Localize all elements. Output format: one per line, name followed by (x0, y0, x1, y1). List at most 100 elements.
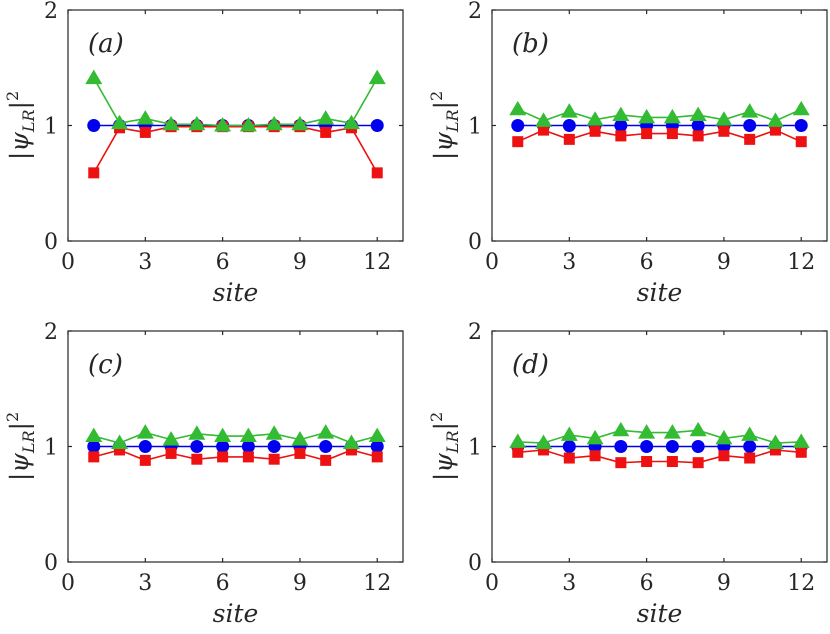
data-point-blue (614, 440, 628, 453)
x-tick-label: 9 (293, 250, 307, 275)
data-point-red (769, 444, 781, 456)
y-axis-label: |ψLR|2 (3, 91, 38, 160)
x-tick-label: 12 (787, 250, 815, 275)
series-green (509, 100, 810, 127)
data-point-red (512, 136, 524, 148)
panel-label: (b) (512, 29, 549, 59)
data-point-red (692, 457, 704, 469)
data-point-red (718, 125, 730, 137)
data-point-blue (691, 119, 705, 132)
y-tick-label: 1 (44, 436, 58, 461)
x-tick-label: 9 (293, 571, 307, 596)
x-tick-label: 9 (717, 571, 731, 596)
data-point-green (560, 426, 578, 441)
data-point-green (535, 112, 553, 127)
y-label-subscript: LR (443, 430, 462, 454)
data-point-green (162, 115, 180, 131)
data-point-green (766, 112, 784, 127)
data-point-blue (640, 440, 654, 453)
series-red (512, 124, 807, 148)
y-tick-label: 2 (44, 320, 58, 345)
data-point-red (320, 126, 332, 138)
y-tick-label: 2 (44, 0, 58, 24)
data-point-green (586, 429, 604, 445)
data-point-green (715, 429, 733, 445)
data-point-blue (691, 440, 705, 453)
y-tick-label: 0 (44, 551, 58, 576)
y-tick-label: 0 (468, 230, 482, 255)
data-point-red (744, 133, 756, 145)
data-point-blue (614, 119, 628, 132)
panel-label: (d) (512, 350, 549, 380)
data-point-green (188, 425, 206, 440)
data-point-blue (190, 440, 204, 453)
y-label-bar-close: | (429, 101, 459, 109)
x-tick-label: 6 (216, 250, 230, 275)
y-label-bar-close: | (5, 101, 35, 109)
data-point-red (666, 128, 678, 140)
data-point-green (162, 431, 180, 446)
data-point-red (345, 444, 357, 456)
data-point-blue (267, 440, 281, 453)
data-point-red (641, 128, 653, 140)
data-point-green (612, 421, 630, 437)
x-axis-label: site (213, 599, 259, 628)
x-tick-label: 0 (485, 250, 499, 275)
data-point-blue (241, 440, 255, 453)
y-label-bar-open: | (5, 152, 35, 160)
y-tick-label: 2 (468, 0, 482, 24)
data-point-red (139, 454, 151, 466)
data-point-blue (794, 119, 808, 132)
x-axis-label: site (637, 278, 683, 307)
data-point-green (85, 69, 103, 85)
data-point-red (294, 447, 306, 459)
data-point-red (795, 136, 807, 148)
x-axis-label: site (637, 599, 683, 628)
y-tick-label: 1 (468, 115, 482, 140)
series-line-red (93, 449, 378, 462)
x-tick-label: 12 (363, 571, 391, 596)
data-point-green (663, 108, 681, 124)
x-tick-label: 12 (363, 250, 391, 275)
data-point-red (512, 446, 524, 458)
x-tick-label: 3 (562, 571, 576, 596)
data-point-red (114, 444, 126, 456)
x-tick-label: 0 (61, 571, 75, 596)
data-point-green (368, 69, 386, 85)
data-point-green (291, 115, 309, 131)
series-line-green (93, 431, 378, 444)
data-point-blue (138, 440, 152, 453)
series-line-green (93, 77, 378, 127)
data-point-blue (743, 119, 757, 132)
data-point-green (291, 431, 309, 446)
data-point-blue (665, 440, 679, 453)
data-point-red (320, 454, 332, 466)
data-point-red (589, 450, 601, 462)
x-tick-label: 6 (640, 571, 654, 596)
y-label-psi: ψ (5, 132, 34, 152)
data-point-red (563, 452, 575, 464)
data-point-green (612, 106, 630, 122)
data-point-green (214, 427, 232, 443)
data-point-green (535, 434, 553, 449)
data-point-red (538, 444, 550, 456)
data-point-red (563, 133, 575, 145)
data-point-red (744, 452, 756, 464)
data-point-green (689, 421, 707, 437)
data-point-blue (216, 440, 230, 453)
x-tick-label: 6 (216, 571, 230, 596)
data-point-red (589, 125, 601, 137)
data-point-red (615, 457, 627, 469)
x-tick-label: 6 (640, 250, 654, 275)
data-point-green (715, 111, 733, 126)
y-label-bar-close: | (429, 422, 459, 430)
data-point-green (689, 106, 707, 122)
y-label-subscript: LR (19, 430, 38, 454)
series-green (509, 421, 810, 449)
data-point-green (792, 433, 810, 448)
series-line-green (517, 108, 802, 122)
x-tick-label: 3 (138, 571, 152, 596)
y-label-psi: ψ (429, 453, 458, 473)
